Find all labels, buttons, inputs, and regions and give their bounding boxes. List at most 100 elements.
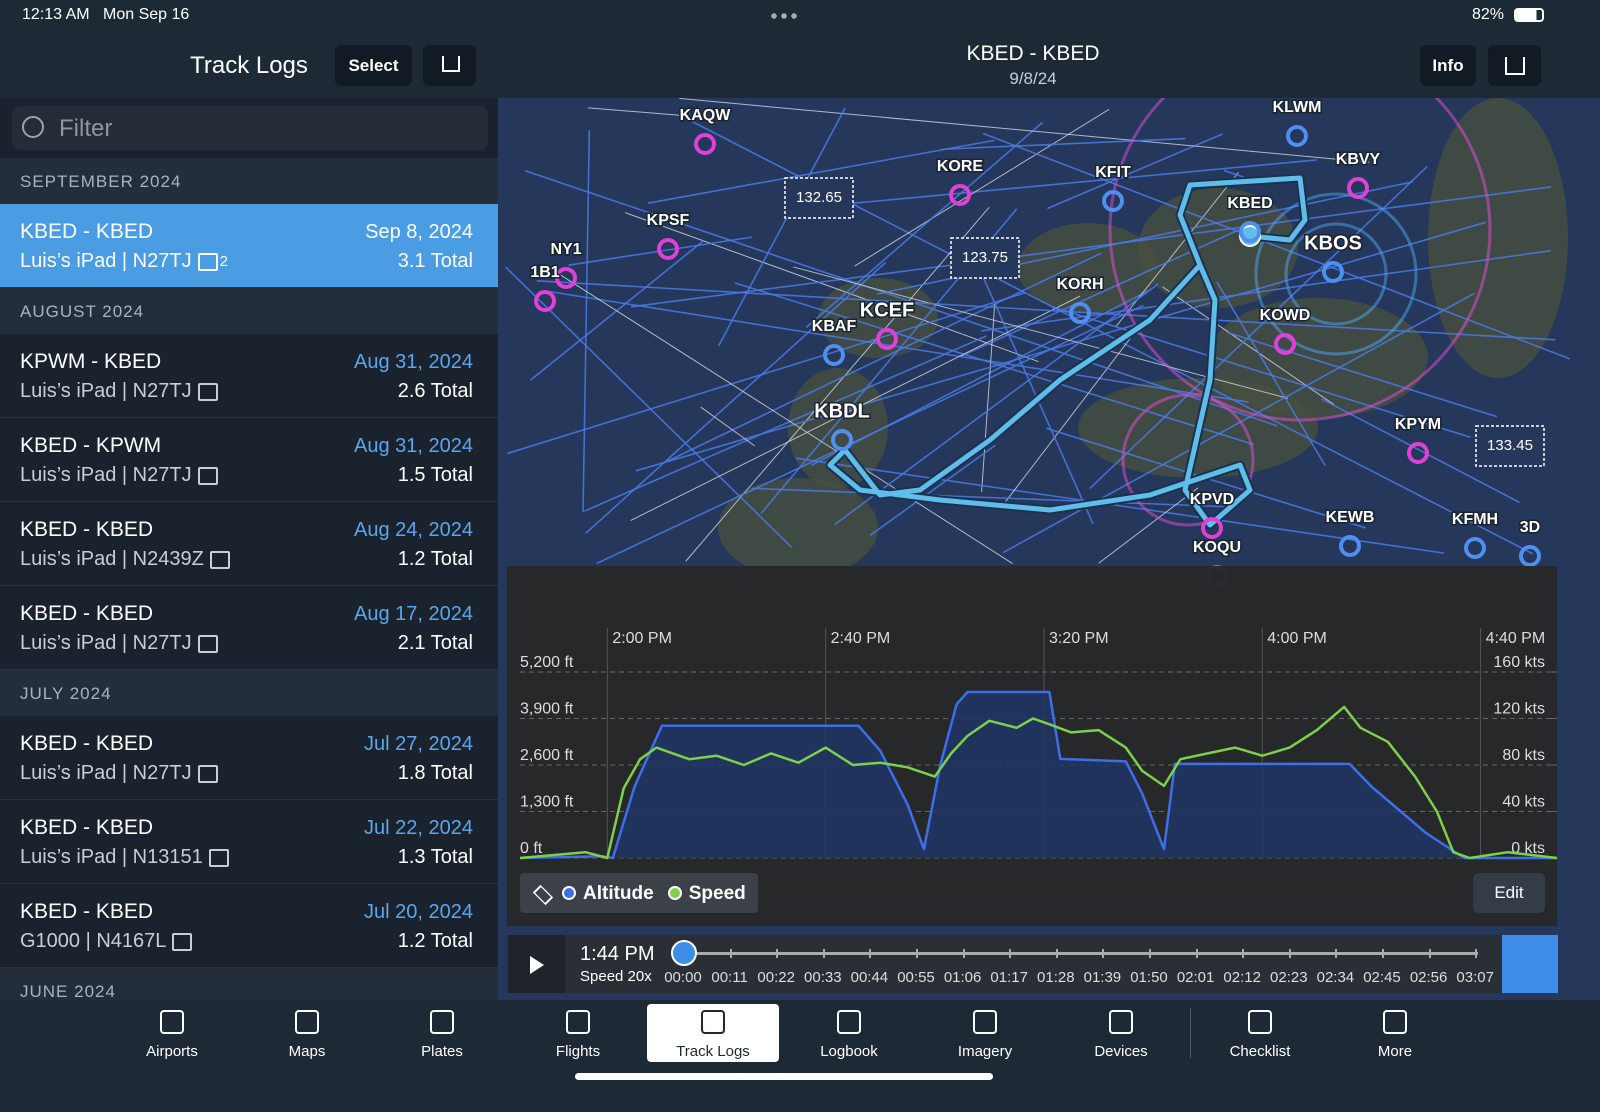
airway xyxy=(1223,169,1245,178)
info-button[interactable]: Info xyxy=(1420,45,1476,86)
airport-symbol xyxy=(949,184,971,206)
y-tick-label: 1,300 ft xyxy=(520,794,574,811)
tab-label[interactable]: Checklist xyxy=(1229,1043,1291,1060)
route: KBED - KBED xyxy=(20,816,154,839)
x-tick-label: 4:40 PM xyxy=(1486,630,1546,647)
timeline-label: 01:06 xyxy=(943,969,982,986)
timeline-label: 00:55 xyxy=(897,969,935,986)
section-title: AUGUST 2024 xyxy=(20,302,145,321)
scrub-knob[interactable] xyxy=(671,940,697,966)
airway xyxy=(582,130,591,513)
tab-label[interactable]: Imagery xyxy=(957,1043,1013,1060)
airway xyxy=(1227,331,1498,418)
y2-tick-label: 80 kts xyxy=(1502,747,1545,764)
device: Luis’s iPad | N27TJ xyxy=(20,632,192,654)
track-log-row[interactable]: KBED - KBED Aug 24, 2024 Luis’s iPad | N24… xyxy=(0,502,498,586)
status-date: Mon Sep 16 xyxy=(103,6,190,23)
series-line xyxy=(519,690,1557,860)
legend[interactable]: Altitude Speed xyxy=(520,873,758,913)
timeline-label: 02:12 xyxy=(1223,969,1261,986)
series-line xyxy=(519,705,1557,860)
airspace-ring xyxy=(1254,192,1418,356)
airway xyxy=(524,169,1278,427)
airport-symbol xyxy=(1069,302,1091,324)
device: Luis’s iPad | N27TJ xyxy=(20,762,192,784)
section-header: JULY 2024 xyxy=(0,670,498,716)
track-log-row[interactable]: KBED - KBED Jul 22, 2024 Luis’s iPad | N13… xyxy=(0,800,498,884)
total: 1.8 Total xyxy=(397,762,473,784)
airport-label: KFIT xyxy=(1095,164,1131,181)
frequency-label: 132.65 xyxy=(796,189,842,206)
tab-label[interactable]: Flights xyxy=(555,1043,601,1060)
share-icon xyxy=(1505,57,1525,75)
tab-icon xyxy=(1109,1010,1133,1034)
total: 3.1 Total xyxy=(397,250,473,272)
timeline-label: 01:28 xyxy=(1037,969,1075,986)
track-log-row[interactable]: KBED - KBED Aug 17, 2024 Luis’s iPad | N27… xyxy=(0,586,498,670)
tab-label[interactable]: Logbook xyxy=(820,1043,878,1060)
track-log-row[interactable]: KBED - KBED Jul 20, 2024 G1000 | N4167L 1.2… xyxy=(0,884,498,968)
filter-placeholder: Filter xyxy=(59,115,113,142)
timeline-label: 00:44 xyxy=(850,969,889,986)
airport-label: KPVD xyxy=(1190,491,1234,508)
download-button[interactable] xyxy=(423,45,476,86)
track-log-row[interactable]: KBED - KBED Sep 8, 2024 Luis’s iPad | N27T… xyxy=(0,204,498,288)
track-log-row[interactable]: KBED - KBED Jul 27, 2024 Luis’s iPad | N27… xyxy=(0,716,498,800)
airway xyxy=(700,406,755,447)
airport-symbol xyxy=(534,290,556,312)
tab-icon xyxy=(837,1010,861,1034)
tab-label[interactable]: Plates xyxy=(421,1043,463,1060)
airport-symbol xyxy=(876,328,898,350)
airway xyxy=(717,107,846,347)
frequency-label: 133.45 xyxy=(1487,437,1533,454)
land xyxy=(1428,98,1568,378)
edit-button[interactable]: Edit xyxy=(1473,873,1545,913)
timeline-label: 00:00 xyxy=(664,969,702,986)
filter-field[interactable]: Filter xyxy=(12,106,488,150)
scrub-tick xyxy=(1428,949,1431,958)
airport-symbol xyxy=(1519,545,1541,567)
timeline-label: 02:34 xyxy=(1316,969,1355,986)
airport-label: KBDL xyxy=(814,400,870,422)
scrub-tick xyxy=(1475,949,1478,958)
device: Luis’s iPad | N27TJ xyxy=(20,250,192,272)
airport-label: 3D xyxy=(1520,519,1540,536)
track-log-row[interactable]: KPWM - KBED Aug 31, 2024 Luis’s iPad | N27… xyxy=(0,334,498,418)
section-title: SEPTEMBER 2024 xyxy=(20,172,182,191)
airway xyxy=(685,206,990,562)
airport-label: KPSF xyxy=(647,212,690,229)
tab-label[interactable]: More xyxy=(1377,1043,1413,1060)
select-button[interactable]: Select xyxy=(335,45,412,86)
track-log-row[interactable]: KBED - KPWM Aug 31, 2024 Luis’s iPad | N27… xyxy=(0,418,498,502)
airport-label: KCEF xyxy=(860,299,914,321)
scrub-tick xyxy=(869,949,872,958)
legend-swatch xyxy=(667,886,682,900)
tab-icon xyxy=(701,1010,725,1034)
airport-label: NY1 xyxy=(550,241,581,258)
tab-label[interactable]: Maps xyxy=(288,1043,326,1060)
timeline-label: 02:23 xyxy=(1270,969,1308,986)
detail-subtitle: 9/8/24 xyxy=(1009,69,1057,88)
airport-symbol xyxy=(1239,221,1261,243)
date: Aug 24, 2024 xyxy=(354,519,473,541)
y2-tick-label: 40 kts xyxy=(1502,794,1545,811)
airway xyxy=(942,137,1186,151)
tab-label[interactable]: Airports xyxy=(146,1043,198,1060)
chart-toggle[interactable] xyxy=(1502,935,1558,993)
total: 2.6 Total xyxy=(397,380,473,402)
scrub-track[interactable] xyxy=(685,952,1478,955)
tab-label[interactable]: Track Logs xyxy=(676,1043,750,1060)
legend-swatch xyxy=(562,886,576,900)
section-title: JUNE 2024 xyxy=(20,982,116,1000)
top-bar: 12:13 AM Mon Sep 16 82% Track Logs Select KBE… xyxy=(0,0,1600,98)
total: 1.2 Total xyxy=(397,930,473,952)
section-header: JUNE 2024 xyxy=(0,968,498,1000)
chart: 2:00 PM 2:40 PM 3:20 PM 4:00 PM 4:40 PM 0 ft 1… xyxy=(519,628,1557,860)
tab-icon xyxy=(566,1010,590,1034)
tab-label[interactable]: Devices xyxy=(1094,1043,1148,1060)
airport-symbol xyxy=(1286,125,1308,147)
airport-label: 1B1 xyxy=(530,264,559,281)
scrub-tick xyxy=(962,949,965,958)
share-button[interactable] xyxy=(1488,45,1541,86)
